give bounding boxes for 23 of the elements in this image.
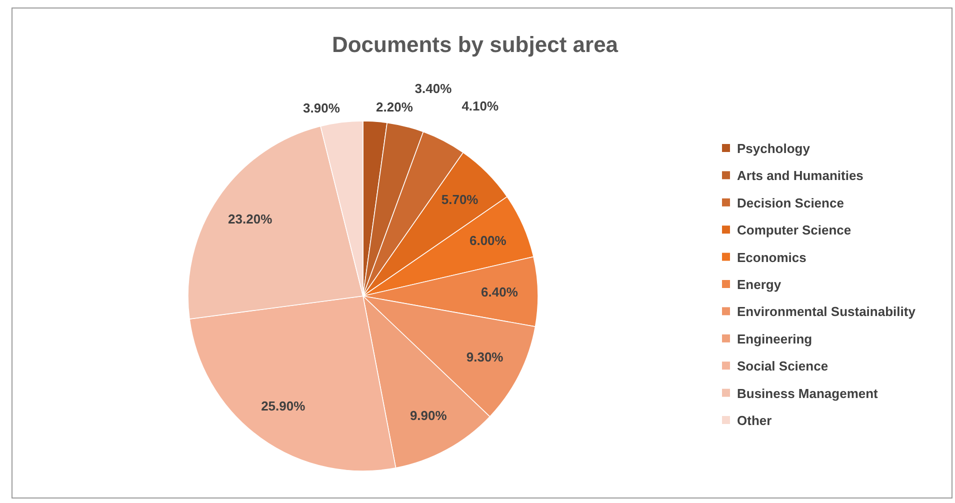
legend-label: Decision Science — [737, 195, 844, 210]
legend-label: Social Science — [737, 358, 828, 374]
legend-label: Psychology — [737, 141, 811, 156]
data-label: 25.90% — [261, 398, 306, 414]
data-label: 2.20% — [376, 99, 414, 114]
legend-label: Arts and Humanities — [737, 168, 864, 184]
legend-label: Computer Science — [737, 222, 852, 238]
data-label: 5.70% — [441, 192, 479, 207]
legend-label: Engineering — [737, 331, 812, 346]
legend-label: Business Management — [737, 386, 879, 401]
data-label: 3.40% — [414, 80, 452, 96]
data-label: 9.90% — [410, 408, 448, 423]
legend-label: Environmental Sustainability — [737, 304, 916, 320]
data-label: 6.40% — [481, 284, 518, 300]
data-label: 3.90% — [303, 100, 340, 116]
legend-label: Economics — [737, 250, 806, 265]
data-label: 6.00% — [469, 233, 507, 248]
legend-label: Other — [737, 413, 772, 428]
data-label: 9.30% — [466, 350, 504, 365]
legend-label: Energy — [737, 277, 782, 292]
chart-title: Documents by subject area — [332, 32, 619, 57]
data-label: 23.20% — [228, 211, 273, 226]
data-label: 4.10% — [462, 98, 500, 114]
